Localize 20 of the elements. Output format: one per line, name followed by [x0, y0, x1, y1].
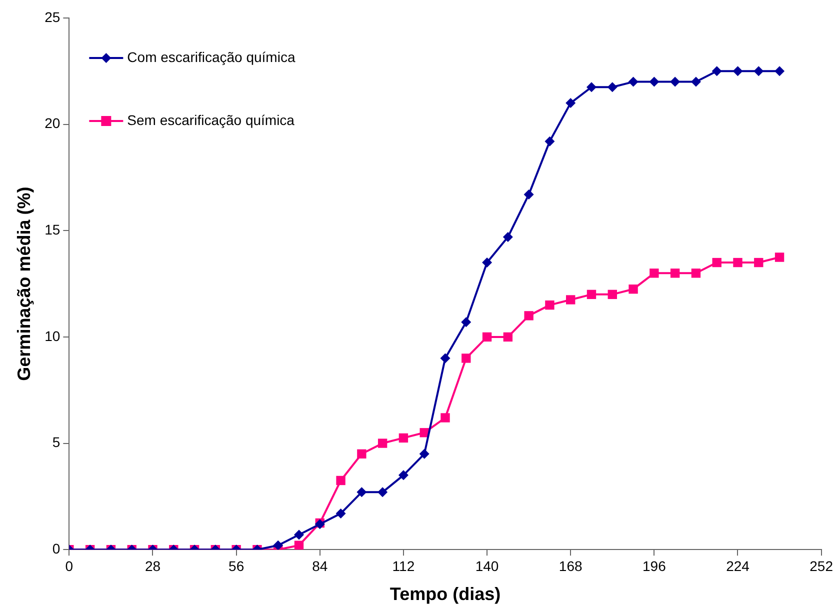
x-tick-label: 196	[642, 558, 666, 574]
x-tick-label: 112	[392, 558, 415, 574]
x-tick-label: 168	[558, 558, 582, 574]
x-tick-label: 28	[144, 558, 161, 574]
y-tick-label: 5	[52, 434, 60, 450]
x-axis-title: Tempo (dias)	[390, 584, 501, 604]
y-tick-label: 20	[44, 115, 60, 132]
y-tick-label: 15	[44, 222, 60, 238]
x-tick-label: 56	[228, 558, 244, 574]
legend-label: Sem escarificação química	[127, 112, 295, 128]
x-tick-label: 252	[810, 558, 834, 574]
y-tick-label: 25	[44, 8, 60, 25]
y-axis-title: Germinação média (%)	[14, 186, 34, 381]
x-tick-label: 0	[65, 558, 74, 574]
x-tick-label: 84	[312, 558, 328, 574]
x-tick-label: 140	[475, 558, 499, 574]
x-tick-label: 224	[726, 558, 750, 574]
y-tick-label: 10	[44, 328, 60, 344]
legend-label: Com escarificação química	[127, 48, 296, 65]
y-tick-label: 0	[52, 540, 60, 556]
